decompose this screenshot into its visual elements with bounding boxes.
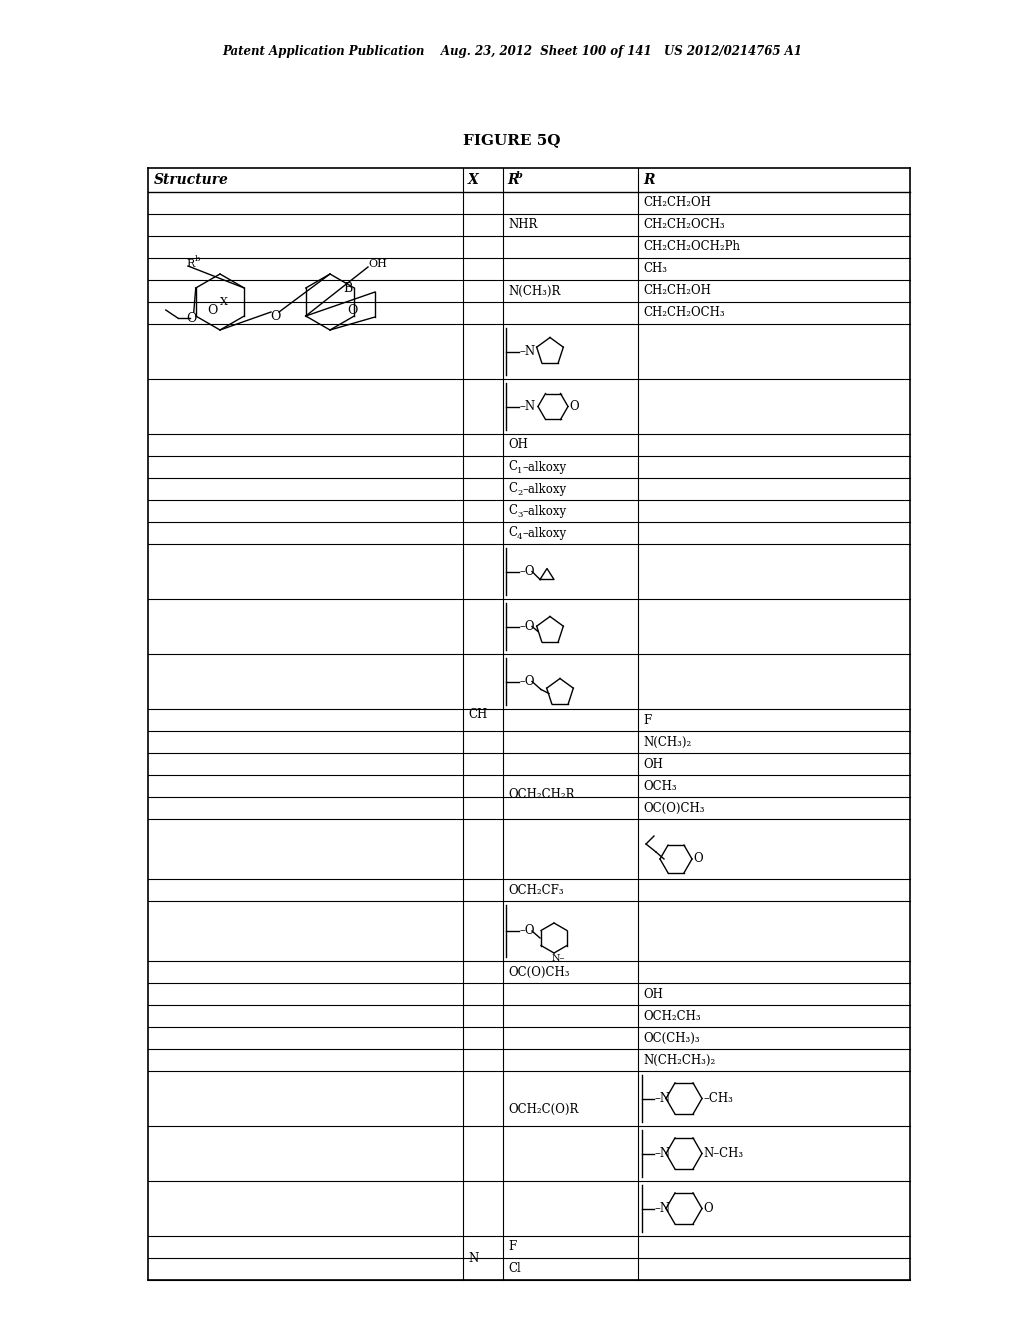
Text: R: R	[507, 173, 518, 187]
Text: –O: –O	[519, 620, 535, 634]
Text: OH: OH	[508, 438, 528, 451]
Text: O: O	[208, 305, 218, 318]
Text: –N: –N	[654, 1147, 670, 1160]
Text: –alkoxy: –alkoxy	[522, 504, 566, 517]
Text: O: O	[347, 304, 357, 317]
Text: X: X	[220, 297, 228, 308]
Text: CH₂CH₂OCH₃: CH₂CH₂OCH₃	[643, 219, 725, 231]
Text: –N: –N	[519, 345, 536, 358]
Text: –O: –O	[519, 924, 535, 937]
Text: CH₃: CH₃	[643, 263, 667, 276]
Text: Cl: Cl	[508, 1262, 521, 1275]
Text: N–: N–	[552, 954, 565, 964]
Text: 2: 2	[517, 488, 522, 498]
Text: O: O	[693, 853, 702, 866]
Text: B: B	[343, 281, 352, 294]
Text: C: C	[508, 461, 517, 474]
Text: OCH₂CF₃: OCH₂CF₃	[508, 883, 563, 896]
Text: b: b	[195, 255, 201, 263]
Text: R: R	[643, 173, 654, 187]
Text: OC(O)CH₃: OC(O)CH₃	[643, 801, 705, 814]
Text: N(CH₃)R: N(CH₃)R	[508, 285, 560, 297]
Text: C: C	[508, 527, 517, 540]
Text: FIGURE 5Q: FIGURE 5Q	[463, 133, 561, 147]
Text: –O: –O	[519, 565, 535, 578]
Text: –N: –N	[519, 400, 536, 413]
Text: –N: –N	[654, 1092, 670, 1105]
Text: OC(CH₃)₃: OC(CH₃)₃	[643, 1031, 699, 1044]
Text: OH: OH	[643, 987, 663, 1001]
Text: CH₂CH₂OH: CH₂CH₂OH	[643, 285, 711, 297]
Text: N(CH₂CH₃)₂: N(CH₂CH₃)₂	[643, 1053, 715, 1067]
Text: Structure: Structure	[154, 173, 229, 187]
Text: CH₂CH₂OH: CH₂CH₂OH	[643, 197, 711, 210]
Text: 1: 1	[517, 467, 522, 475]
Text: OCH₃: OCH₃	[643, 780, 677, 792]
Text: Patent Application Publication    Aug. 23, 2012  Sheet 100 of 141   US 2012/0214: Patent Application Publication Aug. 23, …	[222, 45, 802, 58]
Text: CH: CH	[468, 708, 487, 721]
Text: X: X	[468, 173, 479, 187]
Text: F: F	[643, 714, 651, 726]
Text: O: O	[569, 400, 579, 413]
Text: –alkoxy: –alkoxy	[522, 461, 566, 474]
Text: 3: 3	[517, 511, 522, 519]
Text: –CH₃: –CH₃	[703, 1092, 733, 1105]
Text: R: R	[186, 259, 195, 269]
Text: C: C	[508, 483, 517, 495]
Text: –N: –N	[654, 1203, 670, 1214]
Text: b: b	[516, 172, 523, 181]
Text: OCH₂C(O)R: OCH₂C(O)R	[508, 1104, 579, 1115]
Text: OH: OH	[368, 259, 387, 269]
Text: OCH₂CH₂R: OCH₂CH₂R	[508, 788, 574, 800]
Text: NHR: NHR	[508, 219, 538, 231]
Text: N(CH₃)₂: N(CH₃)₂	[643, 735, 691, 748]
Text: –alkoxy: –alkoxy	[522, 527, 566, 540]
Text: O: O	[703, 1203, 713, 1214]
Text: O: O	[186, 312, 197, 325]
Text: –alkoxy: –alkoxy	[522, 483, 566, 495]
Text: 4: 4	[517, 533, 522, 541]
Text: OCH₂CH₃: OCH₂CH₃	[643, 1010, 700, 1023]
Text: –O: –O	[519, 675, 535, 688]
Text: N: N	[468, 1251, 478, 1265]
Text: O: O	[269, 309, 281, 322]
Text: OH: OH	[643, 758, 663, 771]
Text: C: C	[508, 504, 517, 517]
Text: CH₂CH₂OCH₂Ph: CH₂CH₂OCH₂Ph	[643, 240, 740, 253]
Text: CH₂CH₂OCH₃: CH₂CH₂OCH₃	[643, 306, 725, 319]
Text: F: F	[508, 1241, 516, 1254]
Text: N–CH₃: N–CH₃	[703, 1147, 743, 1160]
Text: OC(O)CH₃: OC(O)CH₃	[508, 965, 569, 978]
